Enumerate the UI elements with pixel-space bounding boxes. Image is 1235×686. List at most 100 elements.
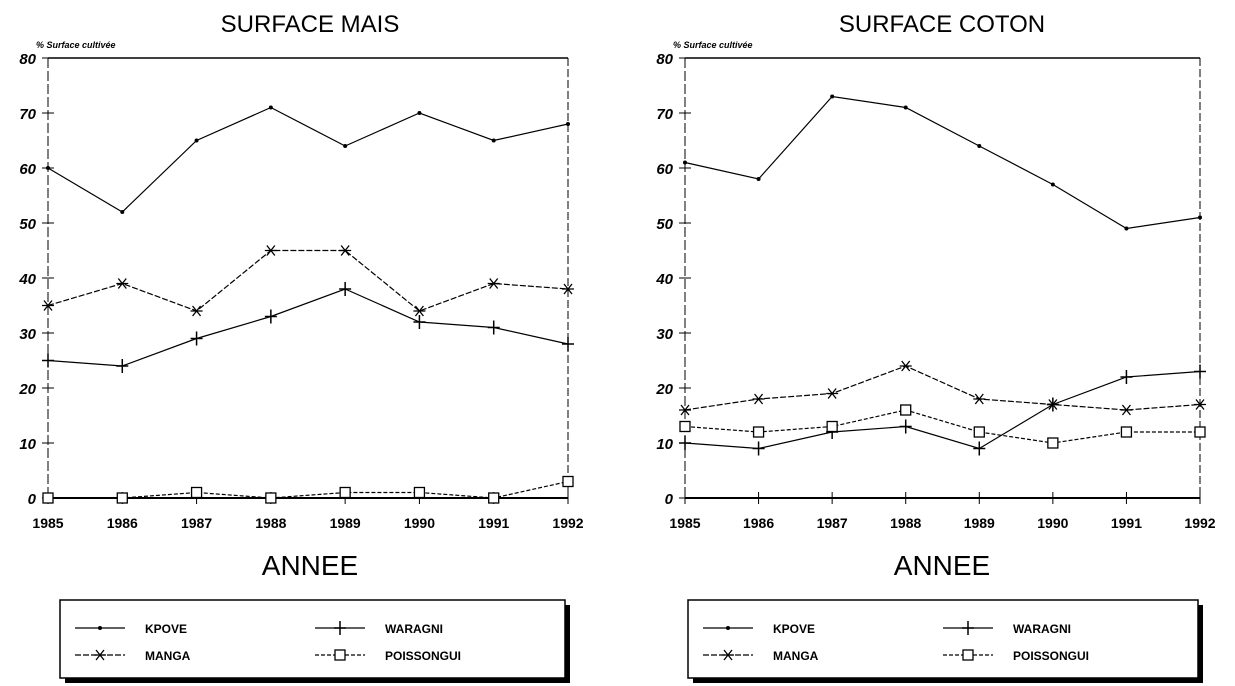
series-line <box>684 370 1201 450</box>
y-tick-label: 80 <box>19 51 36 68</box>
data-point <box>1194 364 1206 379</box>
y-tick-label: 0 <box>665 491 674 508</box>
y-axis-label: % Surface cultivée <box>673 40 753 50</box>
data-point <box>1120 426 1133 438</box>
y-tick-label: 20 <box>18 381 36 398</box>
data-point <box>566 122 570 126</box>
data-point <box>977 144 982 148</box>
legend-label: WARAGNI <box>1013 622 1071 636</box>
legend-label: MANGA <box>773 649 819 663</box>
data-point <box>1194 426 1206 438</box>
series-poissongui <box>679 404 1206 449</box>
x-tick-label: 1992 <box>1184 515 1215 531</box>
legend-marker <box>94 649 106 661</box>
data-point <box>417 111 422 115</box>
legend-box <box>687 599 1199 679</box>
series-line <box>48 480 569 499</box>
data-point <box>343 144 348 148</box>
data-point <box>190 331 203 346</box>
data-point <box>973 426 985 438</box>
data-point <box>268 105 273 110</box>
legend-label: MANGA <box>145 649 191 663</box>
data-point <box>1124 226 1129 231</box>
data-point <box>116 359 129 373</box>
series-line <box>684 95 1201 230</box>
y-tick-label: 10 <box>19 436 36 453</box>
data-point <box>1046 397 1059 412</box>
data-point <box>413 315 426 329</box>
data-point <box>1198 215 1202 220</box>
legend-marker <box>722 649 734 661</box>
data-point <box>562 337 574 351</box>
data-point <box>683 160 687 165</box>
legend-label: KPOVE <box>145 622 187 636</box>
data-point <box>752 393 765 405</box>
chart-coton: SURFACE COTON % Surface cultivée 0 10 20 30 40… <box>655 11 1216 683</box>
x-axis-label: ANNEE <box>262 550 358 581</box>
x-tick-label: 1989 <box>964 515 995 531</box>
series-poissongui <box>42 475 574 504</box>
x-tick-label: 1991 <box>478 515 509 531</box>
data-point <box>830 94 835 99</box>
y-tick-label: 50 <box>656 216 673 233</box>
data-point <box>562 283 574 295</box>
data-point <box>116 492 128 504</box>
legend: KPOVE MANGA WARAGNI POISSONGUI <box>687 599 1203 683</box>
series-line <box>684 409 1200 444</box>
legend-marker <box>334 621 346 635</box>
series-line <box>684 365 1201 411</box>
x-tick-label: 1990 <box>1037 515 1068 531</box>
data-point <box>120 210 125 214</box>
x-tick-label: 1987 <box>181 515 212 531</box>
legend-box <box>59 599 566 679</box>
x-tick-label: 1985 <box>669 515 700 531</box>
data-point <box>756 177 761 181</box>
series-kpove <box>683 94 1202 231</box>
x-tick-label: 1986 <box>743 515 774 531</box>
data-point <box>488 492 500 504</box>
y-tick-label: 50 <box>19 216 36 233</box>
legend-label: WARAGNI <box>385 622 443 636</box>
data-point <box>826 388 839 399</box>
data-point <box>265 492 277 504</box>
series-line <box>47 288 569 367</box>
x-tick-label: 1988 <box>890 515 921 531</box>
x-tick-label: 1991 <box>1111 515 1142 531</box>
data-point <box>826 420 838 433</box>
series-manga <box>42 245 574 317</box>
y-tick-label: 30 <box>656 326 673 343</box>
data-point <box>339 282 352 296</box>
data-point <box>413 486 426 499</box>
legend-label: POISSONGUI <box>1013 649 1089 663</box>
chart-title: SURFACE MAIS <box>221 11 400 38</box>
data-point <box>339 245 352 256</box>
data-point <box>487 320 500 335</box>
chart-title: SURFACE COTON <box>839 11 1045 38</box>
legend-marker <box>98 626 102 630</box>
data-point <box>194 138 199 143</box>
data-point <box>679 404 691 416</box>
data-point <box>679 436 691 450</box>
series-line <box>47 106 569 213</box>
data-point <box>679 420 691 433</box>
x-axis-label: ANNEE <box>894 550 990 581</box>
data-point <box>562 475 574 488</box>
series-waragni <box>42 282 574 373</box>
data-point <box>1194 399 1206 410</box>
y-tick-label: 60 <box>19 161 36 178</box>
legend-marker <box>962 621 974 635</box>
y-tick-label: 40 <box>18 271 36 288</box>
x-tick-label: 1988 <box>255 515 286 531</box>
x-tick-label: 1990 <box>404 515 435 531</box>
data-point <box>264 309 277 324</box>
data-point <box>752 441 765 456</box>
y-tick-label: 30 <box>19 326 36 343</box>
y-tick-label: 70 <box>19 106 36 123</box>
y-tick-label: 60 <box>656 161 673 178</box>
data-point <box>413 305 426 317</box>
data-point <box>1047 437 1059 449</box>
y-tick-label: 20 <box>655 381 673 398</box>
data-point <box>973 441 986 456</box>
data-point <box>116 278 129 289</box>
